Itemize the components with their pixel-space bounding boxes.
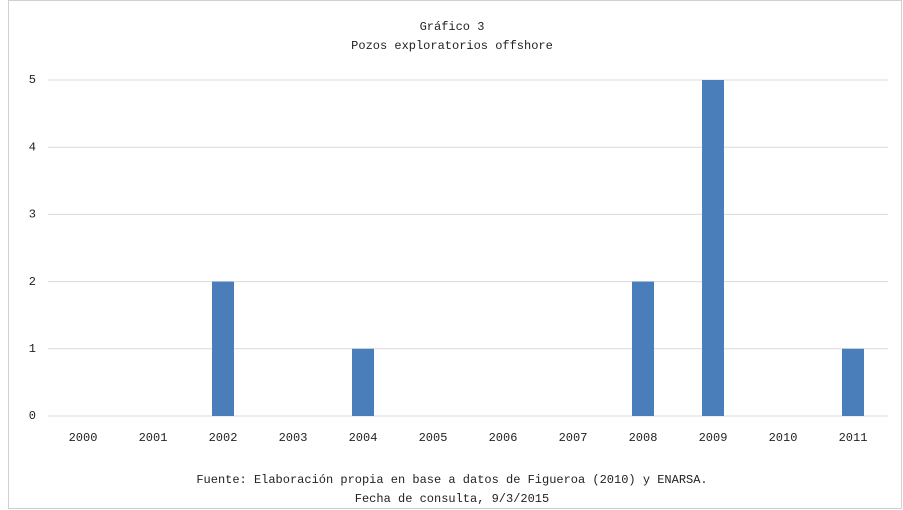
chart-border bbox=[8, 0, 902, 509]
y-tick-label: 4 bbox=[29, 140, 36, 154]
bar bbox=[702, 80, 724, 416]
date-note: Fecha de consulta, 9/3/2015 bbox=[355, 492, 549, 506]
y-tick-label: 2 bbox=[29, 275, 36, 289]
source-note: Fuente: Elaboración propia en base a dat… bbox=[196, 473, 707, 487]
chart-title: Gráfico 3 bbox=[420, 20, 485, 34]
x-tick-label: 2000 bbox=[69, 431, 98, 445]
x-tick-label: 2001 bbox=[139, 431, 168, 445]
y-tick-label: 3 bbox=[29, 208, 36, 222]
x-tick-label: 2002 bbox=[209, 431, 238, 445]
x-tick-label: 2011 bbox=[839, 431, 868, 445]
bar bbox=[632, 281, 654, 416]
x-tick-label: 2003 bbox=[279, 431, 308, 445]
bar bbox=[842, 348, 864, 416]
bar bbox=[212, 281, 234, 416]
chart-subtitle: Pozos exploratorios offshore bbox=[351, 39, 553, 53]
y-tick-label: 0 bbox=[29, 409, 36, 423]
y-tick-label: 5 bbox=[29, 73, 36, 87]
y-tick-label: 1 bbox=[29, 342, 36, 356]
x-tick-label: 2007 bbox=[559, 431, 588, 445]
bar bbox=[352, 348, 374, 416]
x-tick-label: 2006 bbox=[489, 431, 518, 445]
x-tick-label: 2004 bbox=[349, 431, 378, 445]
x-tick-label: 2010 bbox=[769, 431, 798, 445]
x-tick-label: 2008 bbox=[629, 431, 658, 445]
x-tick-label: 2009 bbox=[699, 431, 728, 445]
x-tick-label: 2005 bbox=[419, 431, 448, 445]
